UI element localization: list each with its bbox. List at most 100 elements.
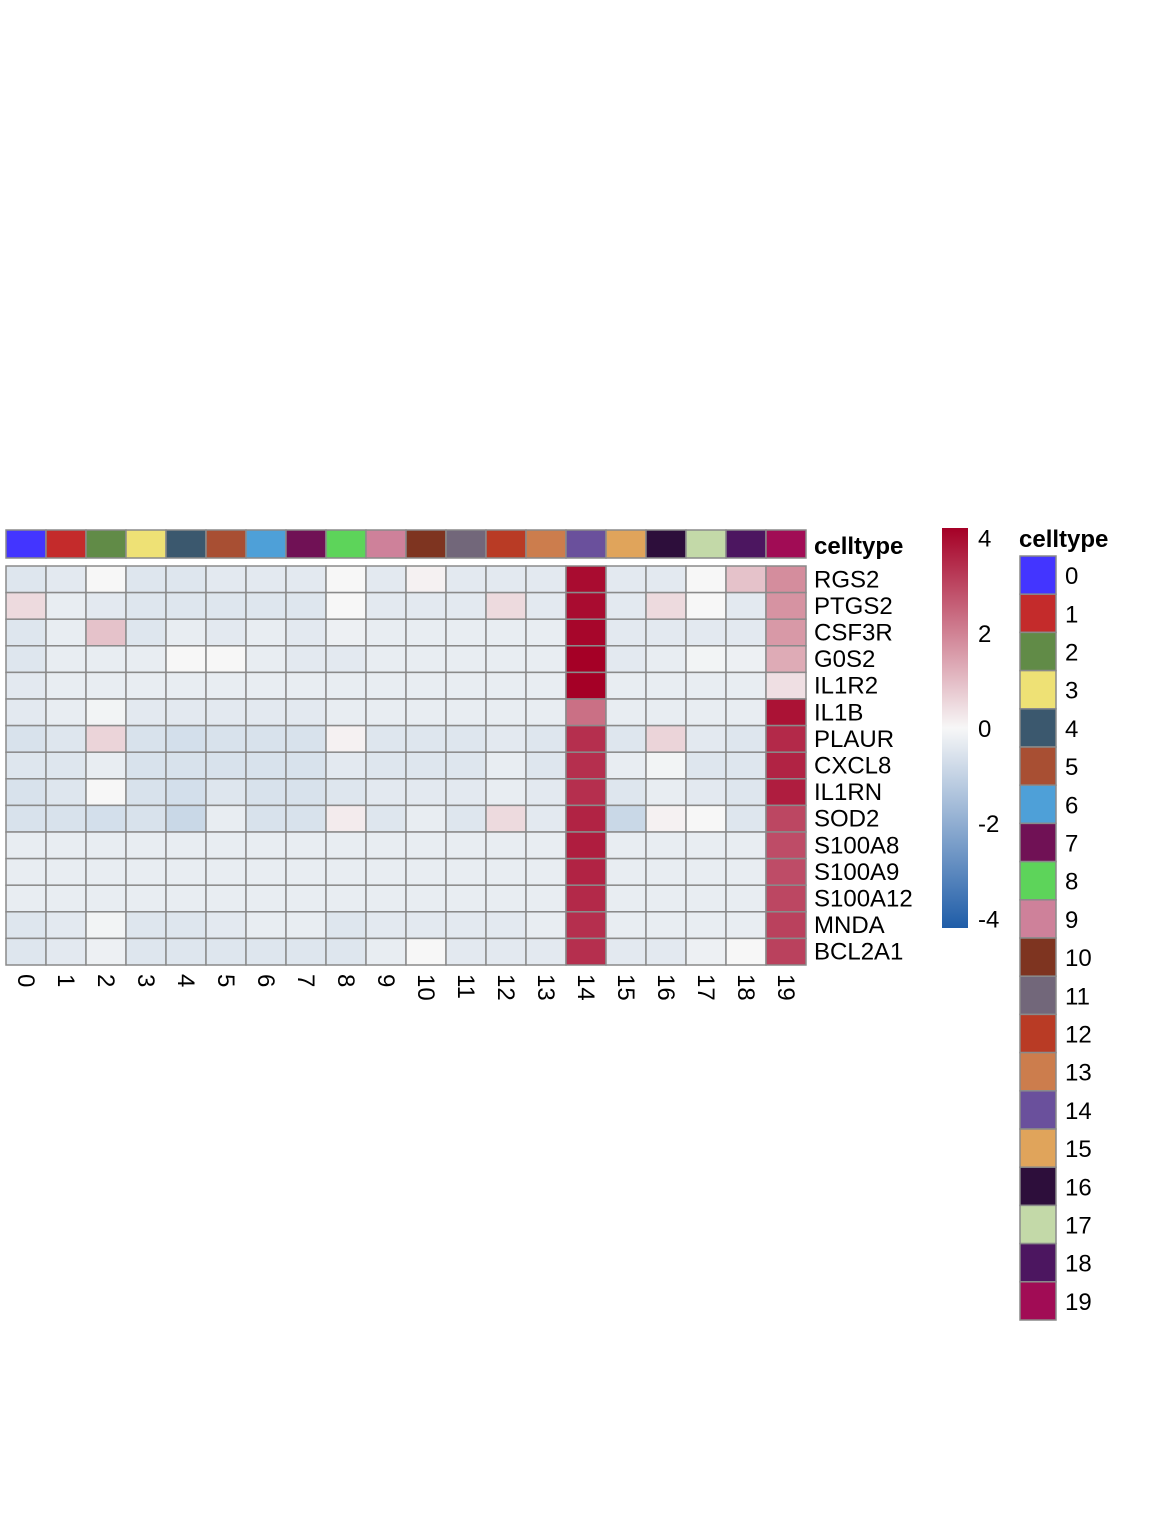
row-label: PTGS2 bbox=[814, 593, 893, 620]
annotation-cell bbox=[565, 529, 607, 559]
heatmap-cell bbox=[605, 565, 647, 594]
legend-swatch bbox=[1019, 555, 1057, 595]
heatmap-cell bbox=[205, 751, 247, 780]
legend-label: 11 bbox=[1065, 983, 1090, 1010]
heatmap-cell bbox=[85, 724, 127, 753]
heatmap-cell bbox=[565, 645, 607, 674]
column-label: 1 bbox=[52, 974, 79, 987]
heatmap-cell bbox=[245, 804, 287, 833]
heatmap-cell bbox=[405, 591, 447, 620]
heatmap-cell bbox=[565, 831, 607, 860]
heatmap-cell bbox=[525, 804, 567, 833]
legend-swatch bbox=[1019, 669, 1057, 710]
colorbar-tick-label: 4 bbox=[978, 526, 991, 553]
heatmap-cell bbox=[365, 751, 407, 780]
heatmap-cell bbox=[485, 698, 527, 727]
heatmap-cell bbox=[45, 724, 87, 753]
column-label: 19 bbox=[772, 974, 799, 1001]
legend-swatch bbox=[1019, 784, 1057, 825]
heatmap-cell bbox=[165, 911, 207, 940]
heatmap-cell bbox=[325, 884, 367, 913]
legend-swatch bbox=[1019, 899, 1057, 939]
heatmap-cell bbox=[525, 857, 567, 886]
row-label: CXCL8 bbox=[814, 753, 891, 780]
heatmap-cell bbox=[725, 937, 767, 966]
heatmap-cell bbox=[605, 778, 647, 807]
heatmap-cell bbox=[605, 671, 647, 700]
heatmap-cell bbox=[85, 671, 127, 700]
heatmap-cell bbox=[645, 751, 687, 780]
column-label: 11 bbox=[452, 974, 479, 999]
heatmap-cell bbox=[325, 671, 367, 700]
heatmap-cell bbox=[445, 565, 487, 594]
heatmap-cell bbox=[485, 671, 527, 700]
heatmap-cell bbox=[165, 724, 207, 753]
heatmap-cell bbox=[325, 565, 367, 594]
heatmap-cell bbox=[605, 724, 647, 753]
heatmap-cell bbox=[725, 591, 767, 620]
legend-label: 1 bbox=[1065, 601, 1078, 628]
heatmap-cell bbox=[205, 671, 247, 700]
heatmap-cell bbox=[725, 645, 767, 674]
heatmap-cell bbox=[645, 645, 687, 674]
heatmap-cells bbox=[5, 565, 807, 966]
colorbar-tick-label: -4 bbox=[978, 906, 999, 933]
annotation-cell bbox=[125, 529, 167, 559]
heatmap-cell bbox=[405, 645, 447, 674]
heatmap-cell bbox=[685, 911, 727, 940]
heatmap-cell bbox=[645, 804, 687, 833]
heatmap-cell bbox=[525, 671, 567, 700]
heatmap-cell bbox=[405, 884, 447, 913]
colorbar-tick-label: 0 bbox=[978, 716, 991, 743]
heatmap-cell bbox=[605, 751, 647, 780]
legend-label: 3 bbox=[1065, 678, 1078, 705]
heatmap-cell bbox=[645, 618, 687, 647]
heatmap-cell bbox=[245, 591, 287, 620]
heatmap-cell bbox=[685, 884, 727, 913]
heatmap-cell bbox=[245, 565, 287, 594]
heatmap-cell bbox=[5, 671, 47, 700]
heatmap-cell bbox=[165, 671, 207, 700]
heatmap-cell bbox=[245, 751, 287, 780]
legend-label: 14 bbox=[1065, 1098, 1092, 1125]
heatmap-cell bbox=[325, 911, 367, 940]
heatmap-cell bbox=[245, 698, 287, 727]
heatmap-cell bbox=[165, 857, 207, 886]
heatmap-cell bbox=[525, 778, 567, 807]
heatmap-cell bbox=[765, 937, 807, 966]
heatmap-cell bbox=[165, 884, 207, 913]
legend-label: 9 bbox=[1065, 907, 1078, 934]
heatmap-cell bbox=[45, 645, 87, 674]
heatmap-cell bbox=[685, 591, 727, 620]
annotation-cell bbox=[645, 529, 687, 559]
column-label: 2 bbox=[92, 974, 119, 987]
heatmap-cell bbox=[765, 778, 807, 807]
heatmap-cell bbox=[565, 565, 607, 594]
heatmap-cell bbox=[5, 591, 47, 620]
legend-label: 6 bbox=[1065, 792, 1078, 819]
column-label: 9 bbox=[372, 974, 399, 987]
legend-swatch bbox=[1019, 631, 1057, 672]
heatmap-cell bbox=[445, 671, 487, 700]
heatmap-cell bbox=[405, 857, 447, 886]
heatmap-cell bbox=[725, 778, 767, 807]
column-label: 18 bbox=[732, 974, 759, 1001]
colorbar-tick-label: 2 bbox=[978, 621, 991, 648]
annotation-cell bbox=[765, 529, 807, 559]
heatmap-cell bbox=[405, 724, 447, 753]
heatmap-cell bbox=[685, 778, 727, 807]
legend-swatch bbox=[1019, 1281, 1057, 1321]
heatmap-cell bbox=[725, 724, 767, 753]
heatmap-cell bbox=[85, 645, 127, 674]
heatmap-cell bbox=[725, 618, 767, 647]
heatmap-cell bbox=[365, 857, 407, 886]
column-label: 3 bbox=[132, 974, 159, 987]
annotation-cell bbox=[5, 529, 47, 559]
heatmap-cell bbox=[125, 618, 167, 647]
heatmap-cell bbox=[245, 937, 287, 966]
heatmap-cell bbox=[165, 831, 207, 860]
heatmap-cell bbox=[605, 857, 647, 886]
heatmap-cell bbox=[765, 831, 807, 860]
heatmap-cell bbox=[605, 591, 647, 620]
